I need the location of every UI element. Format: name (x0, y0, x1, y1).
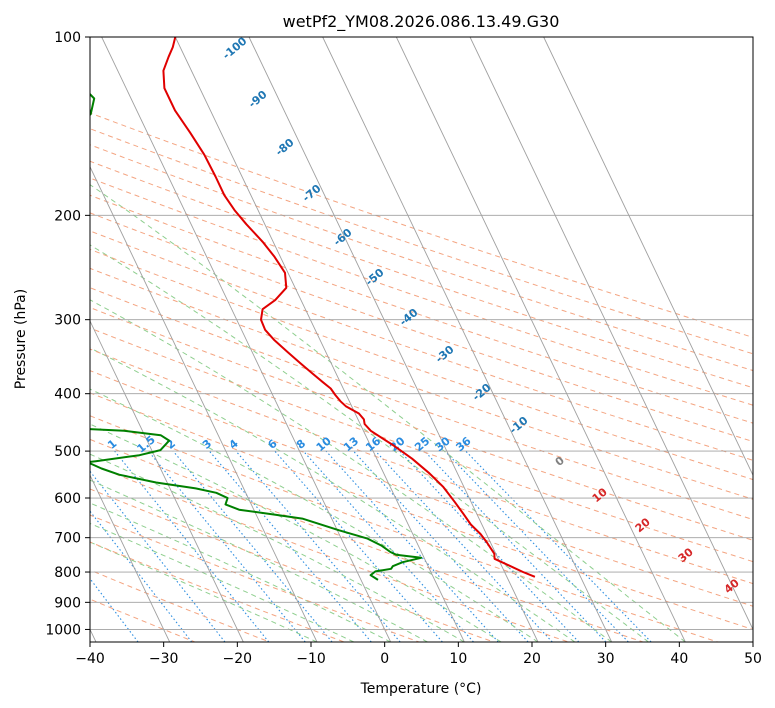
moist-adiabat-line (90, 347, 576, 642)
x-tick-label: 40 (670, 651, 688, 667)
y-tick-label: 100 (54, 30, 81, 46)
moist-adiabat-line (90, 522, 355, 642)
x-tick-label: −30 (149, 651, 179, 667)
dry-adiabat-line (90, 160, 753, 389)
dewpoint-profile-line (90, 92, 423, 581)
axes-frame (89, 36, 754, 643)
mixing-ratio-line (352, 450, 529, 642)
moist-adiabat-line (90, 244, 649, 642)
x-axis-label: Temperature (°C) (360, 681, 482, 697)
mixing-ratio-line (465, 450, 652, 642)
isotherm-line (469, 37, 753, 631)
mixing-ratio-line (90, 510, 193, 642)
dry-adiabat-line (90, 370, 753, 607)
moist-adiabat-line (90, 184, 686, 642)
dry-adiabat-line (90, 287, 753, 521)
isotherm-line (90, 165, 318, 642)
isotherm-line (322, 37, 613, 642)
isotherm-line (395, 37, 686, 642)
x-tick-label: −20 (223, 651, 253, 667)
mixing-ratio-line (375, 450, 553, 642)
chart-title: wetPf2_YM08.2026.086.13.49.G30 (283, 12, 560, 32)
y-tick-label: 800 (54, 565, 81, 581)
y-tick-label: 600 (54, 491, 81, 507)
x-tick-label: 30 (597, 651, 615, 667)
mixing-ratio-line (444, 450, 629, 642)
isotherm-line (248, 37, 539, 642)
isotherm-line (174, 37, 465, 642)
x-tick-label: 0 (380, 651, 389, 667)
moist-adiabat-line (90, 479, 428, 642)
dry-adiabat-line (90, 392, 753, 630)
x-tick-label: −10 (296, 651, 326, 667)
x-tick-label: 10 (449, 651, 467, 667)
y-axis-ticks: 100 200 300 400 500 600 700 800 900 1000 (45, 30, 90, 638)
isotherms (90, 37, 753, 642)
y-tick-label: 400 (54, 387, 81, 403)
dry-adiabat-line (90, 598, 195, 642)
y-tick-label: 900 (54, 595, 81, 611)
dry-adiabats (90, 112, 753, 642)
dry-adiabat-line (90, 267, 753, 500)
y-axis-label: Pressure (hPa) (13, 289, 29, 389)
y-tick-label: 500 (54, 444, 81, 460)
mixing-ratio-line (302, 450, 474, 642)
isotherm-line (90, 474, 171, 642)
dry-adiabat-line (90, 488, 494, 642)
isotherm-line (101, 37, 392, 642)
dry-adiabat-line (90, 306, 753, 541)
mixing-ratio-line (114, 450, 270, 642)
y-tick-label: 300 (54, 313, 81, 329)
y-tick-label: 1000 (45, 622, 81, 638)
dry-adiabat-line (90, 569, 270, 642)
dry-adiabat-line (90, 415, 718, 642)
mixing-ratio-line (147, 450, 306, 642)
y-tick-label: 200 (54, 208, 81, 224)
x-axis-ticks: −40 −30 −20 −10 0 10 20 30 40 50 (75, 642, 762, 667)
mixing-ratio-line (90, 470, 226, 642)
dry-adiabat-line (90, 248, 753, 481)
y-tick-label: 700 (54, 531, 81, 547)
isotherm-line (90, 319, 244, 642)
x-tick-label: −40 (75, 651, 105, 667)
mixing-ratio-lines (90, 450, 652, 642)
temperature-profile-line (162, 37, 536, 578)
moist-adiabat-line (90, 388, 539, 642)
mixing-ratio-line (208, 450, 372, 642)
dry-adiabat-line (90, 177, 753, 406)
dry-adiabat-line (90, 230, 753, 461)
dry-adiabat-line (90, 438, 644, 642)
pressure-gridlines (90, 37, 753, 630)
isotherm-line (543, 37, 753, 477)
dry-adiabat-line (90, 348, 753, 585)
x-tick-label: 20 (523, 651, 541, 667)
dry-adiabat-line (90, 112, 753, 338)
sounding-profiles (90, 37, 536, 581)
x-tick-label: 50 (744, 651, 762, 667)
mixing-ratio-line (172, 450, 333, 642)
mixing-ratio-line (325, 450, 499, 642)
moist-adiabat-line (90, 423, 502, 642)
